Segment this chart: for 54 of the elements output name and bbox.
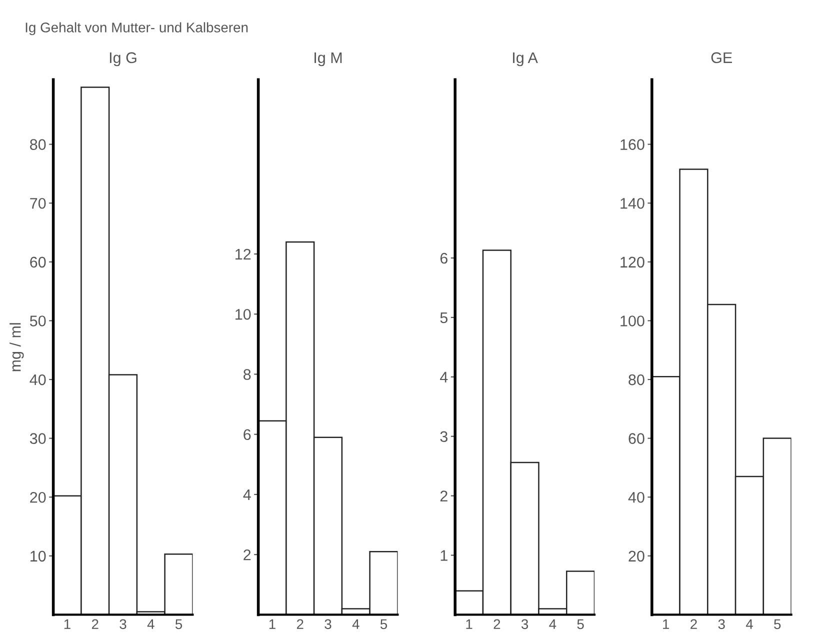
x-tick-label: 4 — [746, 619, 753, 629]
x-tick-label: 5 — [774, 619, 781, 630]
text: Ig Gehalt von Mutter- und Kalbseren — [26, 22, 248, 36]
x-tick-label: 4 — [147, 619, 154, 629]
y-tick-label: 160 — [620, 139, 644, 150]
chart-title: GE — [711, 52, 732, 64]
x-tick-label: 1 — [663, 619, 670, 629]
y-tick-label: 8 — [244, 369, 251, 380]
y-tick-label: 10 — [236, 308, 251, 320]
x-tick-label: 5 — [380, 619, 388, 630]
y-tick-label: 6 — [440, 252, 448, 264]
x-tick-label: 2 — [92, 619, 98, 629]
y-axis-title: mg / ml — [10, 323, 24, 372]
y-tick-label: 1 — [440, 550, 448, 561]
y-tick-label: 80 — [30, 139, 46, 150]
y-tick-label: 6 — [244, 429, 251, 440]
y-tick-label: 60 — [30, 256, 46, 268]
x-tick-label: 3 — [521, 619, 528, 630]
chart-title: Ig M — [314, 52, 342, 66]
chart-title: Ig G — [110, 52, 136, 66]
y-tick-label: 40 — [30, 374, 46, 386]
y-tick-label: 12 — [236, 248, 251, 260]
x-tick-label: 4 — [352, 619, 360, 629]
y-tick-label: 20 — [30, 492, 46, 503]
y-tick-label: 3 — [440, 431, 448, 442]
y-tick-label: 4 — [440, 372, 448, 382]
y-tick-label: 80 — [628, 374, 644, 386]
y-tick-label: 140 — [620, 198, 644, 209]
x-tick-label: 2 — [494, 619, 500, 629]
x-tick-label: 1 — [269, 619, 276, 629]
x-tick-label: 5 — [175, 619, 182, 630]
y-tick-label: 70 — [30, 198, 46, 209]
x-tick-label: 5 — [577, 619, 584, 630]
y-tick-label: 40 — [628, 492, 644, 503]
y-tick-label: 20 — [628, 550, 644, 562]
y-tick-label: 100 — [620, 316, 644, 326]
y-tick-label: 5 — [440, 312, 448, 324]
y-tick-label: 2 — [440, 490, 448, 502]
x-tick-label: 4 — [549, 619, 556, 629]
x-tick-label: 2 — [296, 619, 304, 629]
y-tick-label: 2 — [244, 549, 251, 560]
x-tick-label: 3 — [324, 619, 332, 630]
x-tick-label: 3 — [718, 619, 725, 630]
x-tick-label: 1 — [466, 619, 472, 629]
y-tick-label: 30 — [30, 433, 46, 444]
y-tick-label: 60 — [628, 433, 644, 444]
y-tick-label: 50 — [30, 316, 46, 326]
x-tick-label: 1 — [64, 619, 70, 629]
y-tick-label: 4 — [243, 489, 251, 500]
y-tick-label: 120 — [620, 256, 644, 268]
x-tick-label: 2 — [690, 619, 697, 629]
x-tick-label: 3 — [120, 619, 126, 630]
chart-title: Ig A — [513, 52, 538, 66]
y-tick-label: 10 — [30, 550, 46, 562]
